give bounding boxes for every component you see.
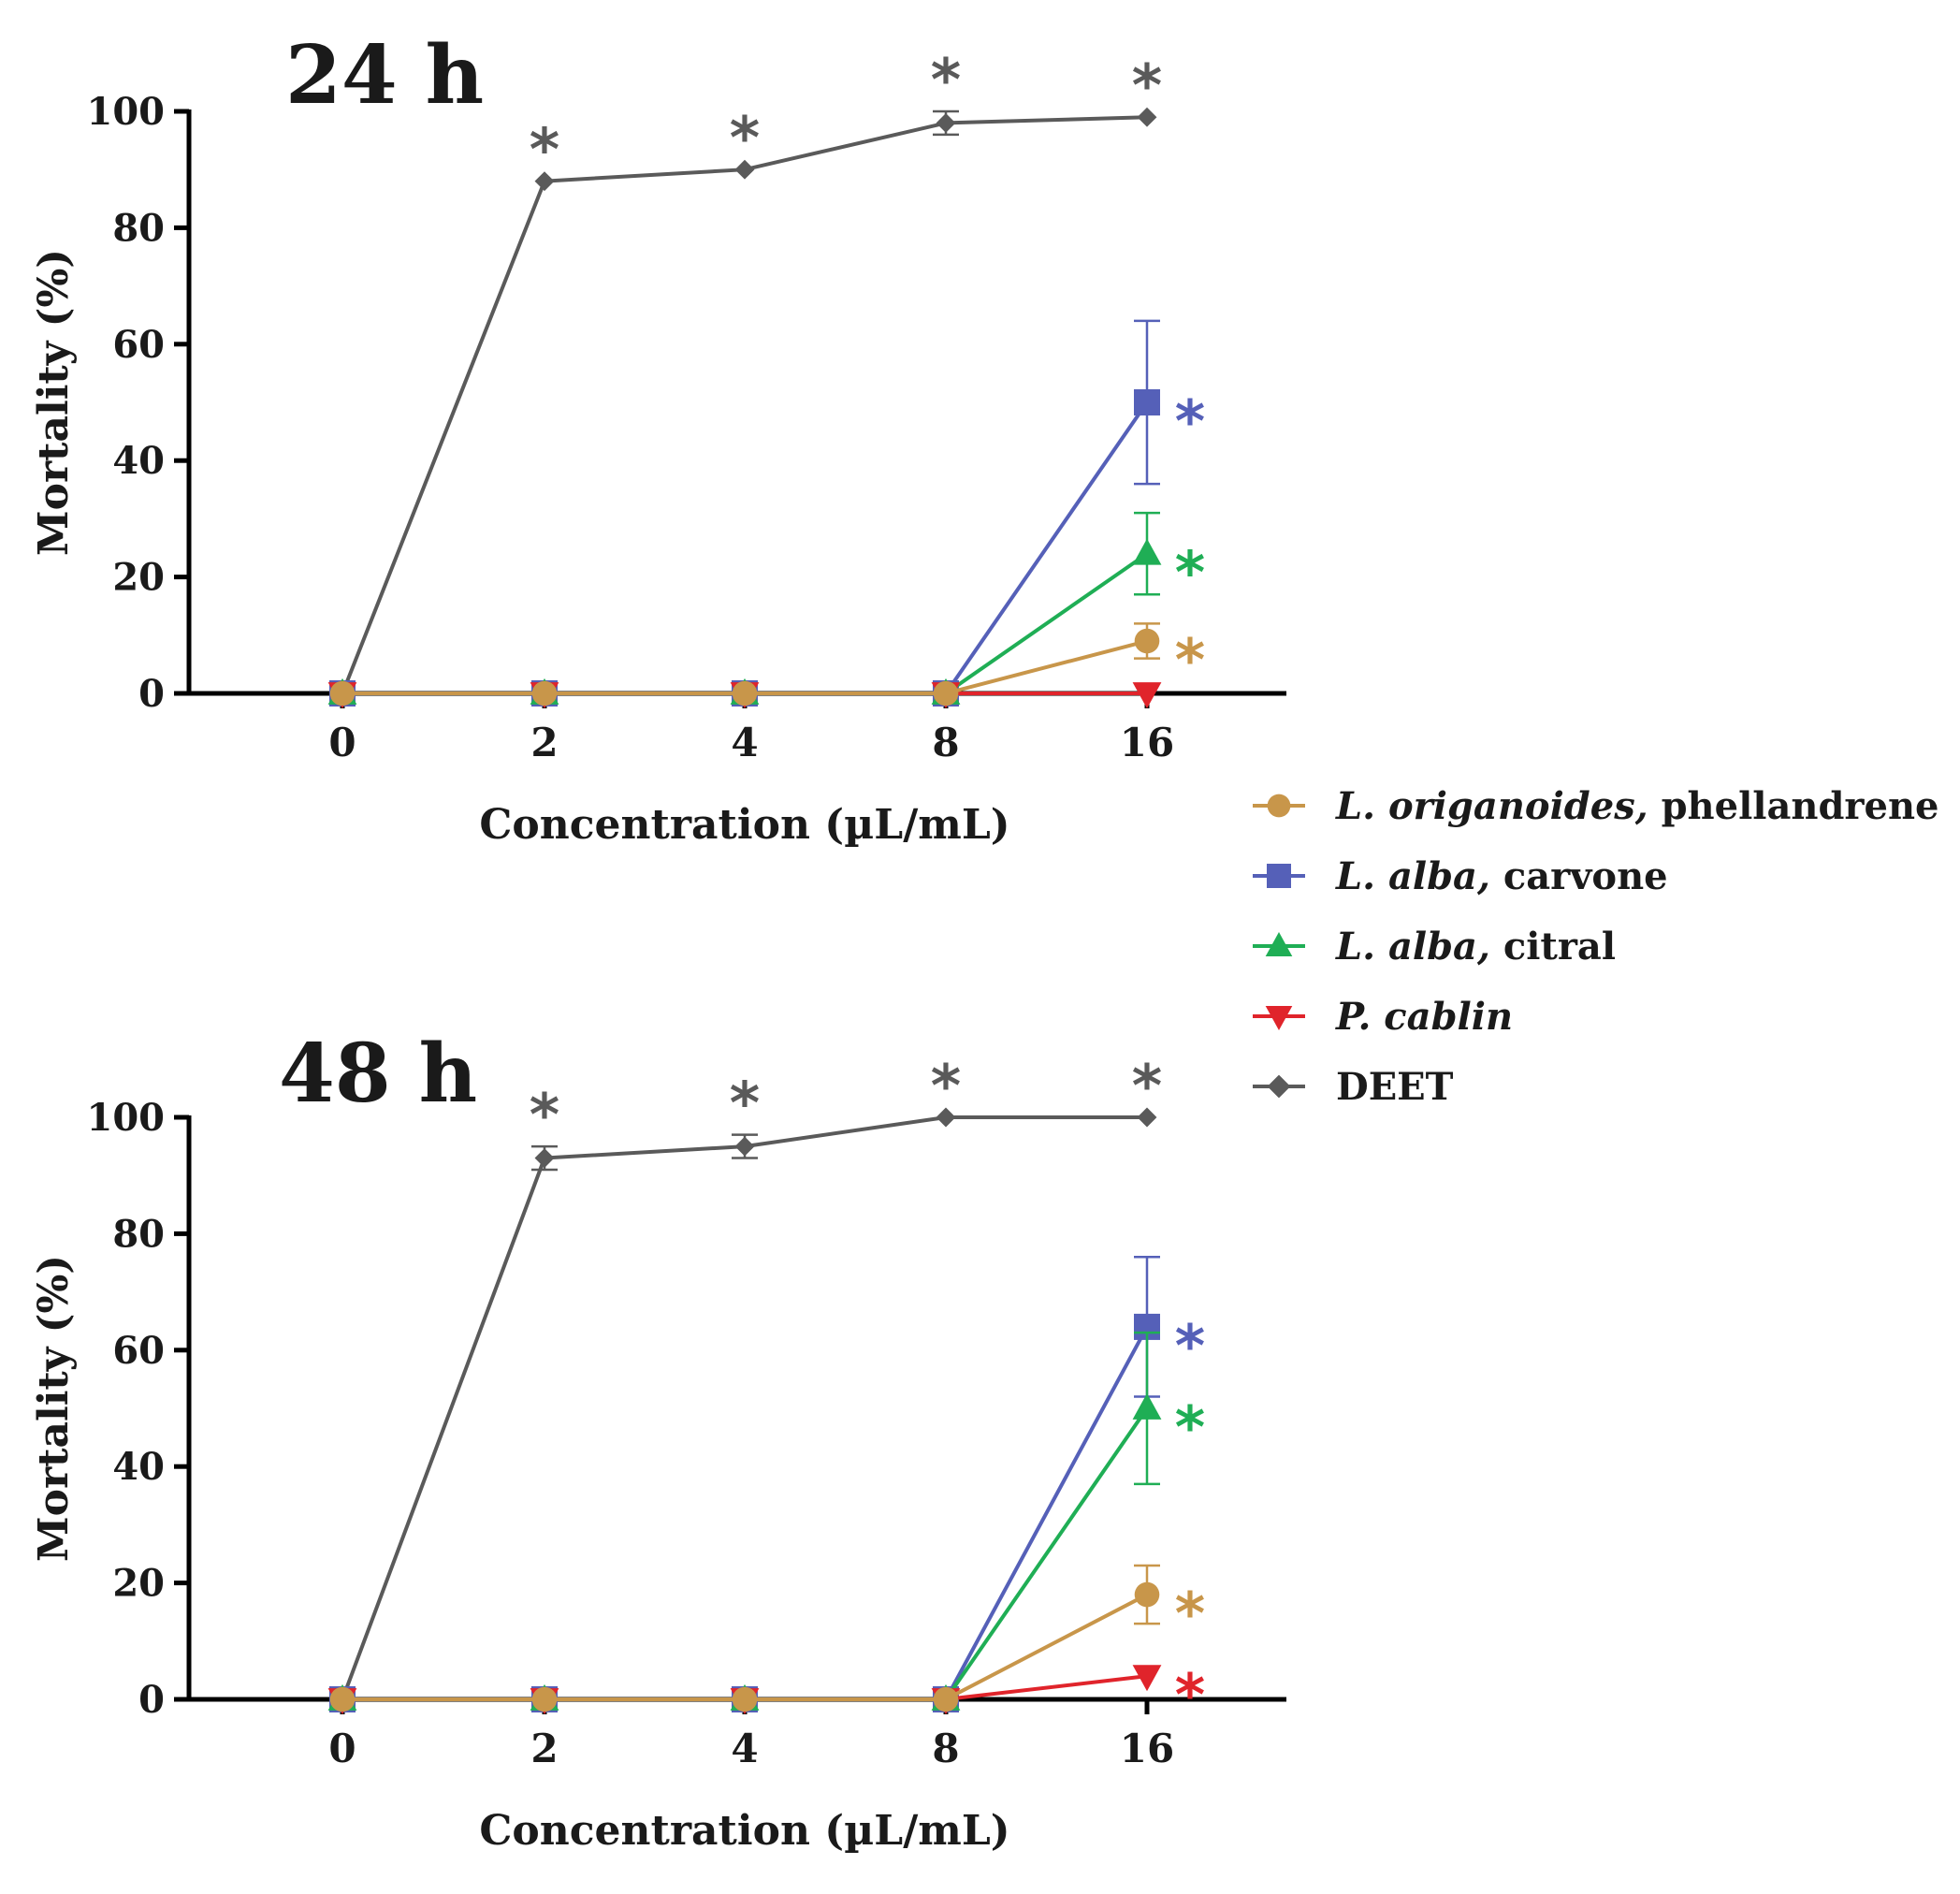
significance-star: * xyxy=(1175,539,1205,607)
significance-star: * xyxy=(931,1052,961,1120)
significance-star: * xyxy=(1132,1052,1162,1120)
legend-item-cablin: P. cablin xyxy=(1253,995,1513,1039)
x-tick-label-0: 0 xyxy=(328,1726,356,1771)
x-tick-label-8: 8 xyxy=(932,1726,959,1771)
y-tick-label-20: 20 xyxy=(112,556,165,600)
legend-label: L. origanoides, phellandrene xyxy=(1335,784,1938,828)
y-tick-label-40: 40 xyxy=(112,439,165,483)
legend-marker xyxy=(1265,932,1293,957)
significance-star: * xyxy=(1132,51,1162,120)
x-axis-label: Concentration (µL/mL) xyxy=(479,801,1009,849)
x-tick-label-0: 0 xyxy=(328,720,356,765)
data-point xyxy=(1132,1665,1162,1692)
chart-title: 48 h xyxy=(279,1027,477,1121)
data-point xyxy=(1134,389,1160,415)
data-point xyxy=(534,1148,555,1168)
significance-star: * xyxy=(1175,1580,1205,1648)
data-point xyxy=(329,1686,356,1712)
y-tick-label-0: 0 xyxy=(138,1678,165,1722)
significance-star: * xyxy=(1175,626,1205,694)
x-tick-label-16: 16 xyxy=(1120,1726,1174,1771)
legend-marker xyxy=(1267,1074,1291,1099)
significance-star: * xyxy=(730,1070,760,1138)
legend-item-phellandrene: L. origanoides, phellandrene xyxy=(1253,784,1938,828)
data-point xyxy=(936,1107,956,1128)
significance-star: * xyxy=(1175,387,1205,456)
legend-marker xyxy=(1267,794,1291,818)
x-tick-label-2: 2 xyxy=(530,1726,558,1771)
legend-item-carvone: L. alba, carvone xyxy=(1253,854,1668,898)
series-l-alba-citral: * xyxy=(327,511,1205,705)
y-tick-label-0: 0 xyxy=(138,672,165,716)
data-point xyxy=(732,680,758,707)
y-tick-label-60: 60 xyxy=(112,1329,165,1373)
series-line xyxy=(341,115,1148,694)
data-point xyxy=(329,680,356,707)
y-tick-label-100: 100 xyxy=(87,90,166,134)
x-tick-label-16: 16 xyxy=(1120,720,1174,765)
data-point xyxy=(732,1686,758,1712)
legend-label: DEET xyxy=(1336,1065,1454,1109)
chart-24h: 24 h 0 20 40 60 80 100 0 2 4 8 16 Concentration (µL/… xyxy=(30,28,1286,849)
data-point xyxy=(734,159,755,180)
series-l-origanoides-phellandrene: * xyxy=(329,622,1205,707)
data-point xyxy=(1132,1392,1162,1420)
x-tick-label-8: 8 xyxy=(932,720,959,765)
y-tick-label-40: 40 xyxy=(112,1445,165,1489)
data-point xyxy=(1132,682,1162,709)
data-point xyxy=(1134,628,1160,654)
data-point xyxy=(734,1136,755,1157)
significance-star: * xyxy=(530,1081,559,1149)
series-l-alba-carvone: * xyxy=(329,1256,1205,1712)
chart-48h: 48 h 0 20 40 60 80 100 0 2 4 8 16 Concentration (µL/… xyxy=(30,1027,1286,1855)
significance-star: * xyxy=(1175,1661,1205,1729)
x-tick-label-4: 4 xyxy=(731,1726,758,1771)
series-line xyxy=(342,1593,1148,1701)
data-point xyxy=(933,680,959,707)
y-axis-label: Mortality (%) xyxy=(30,1255,78,1562)
series-l-origanoides-phellandrene: * xyxy=(329,1564,1205,1712)
y-tick-label-80: 80 xyxy=(112,206,165,250)
y-axis-label: Mortality (%) xyxy=(30,249,78,556)
x-tick-label-4: 4 xyxy=(731,720,758,765)
data-point xyxy=(1137,107,1157,127)
data-point xyxy=(933,1686,959,1712)
chart-title: 24 h xyxy=(285,28,484,123)
legend-item-citral: L. alba, citral xyxy=(1253,925,1616,969)
significance-star: * xyxy=(1175,1393,1205,1462)
series-deet: * * * * xyxy=(332,46,1162,704)
data-point xyxy=(1137,1107,1157,1128)
y-tick-label-80: 80 xyxy=(112,1212,165,1256)
significance-star: * xyxy=(1175,1312,1205,1380)
legend-item-deet: DEET xyxy=(1253,1065,1454,1109)
legend-label: L. alba, carvone xyxy=(1335,854,1668,898)
data-point xyxy=(936,112,956,133)
data-point xyxy=(531,680,558,707)
significance-star: * xyxy=(530,116,559,184)
series-deet: * * * * xyxy=(332,1052,1162,1710)
data-point xyxy=(1132,538,1162,565)
legend-label: P. cablin xyxy=(1335,995,1513,1039)
x-axis-label: Concentration (µL/mL) xyxy=(479,1807,1009,1855)
y-tick-label-100: 100 xyxy=(87,1096,166,1140)
data-point xyxy=(1134,1581,1160,1608)
x-tick-label-2: 2 xyxy=(530,720,558,765)
legend-marker xyxy=(1265,1005,1293,1030)
y-tick-label-20: 20 xyxy=(112,1562,165,1606)
significance-star: * xyxy=(730,104,760,172)
significance-star: * xyxy=(931,46,961,114)
series-line xyxy=(342,401,1149,695)
y-tick-label-60: 60 xyxy=(112,323,165,367)
series-p-cablin: * xyxy=(327,1661,1205,1729)
data-point xyxy=(534,171,555,192)
data-point xyxy=(531,1686,558,1712)
legend: L. origanoides, phellandrene L. alba, car… xyxy=(1253,784,1938,1109)
series-line xyxy=(341,1115,1147,1700)
series-line xyxy=(342,1325,1149,1701)
legend-marker xyxy=(1267,864,1291,888)
legend-label: L. alba, citral xyxy=(1335,925,1616,969)
series-l-alba-carvone: * xyxy=(329,319,1205,707)
